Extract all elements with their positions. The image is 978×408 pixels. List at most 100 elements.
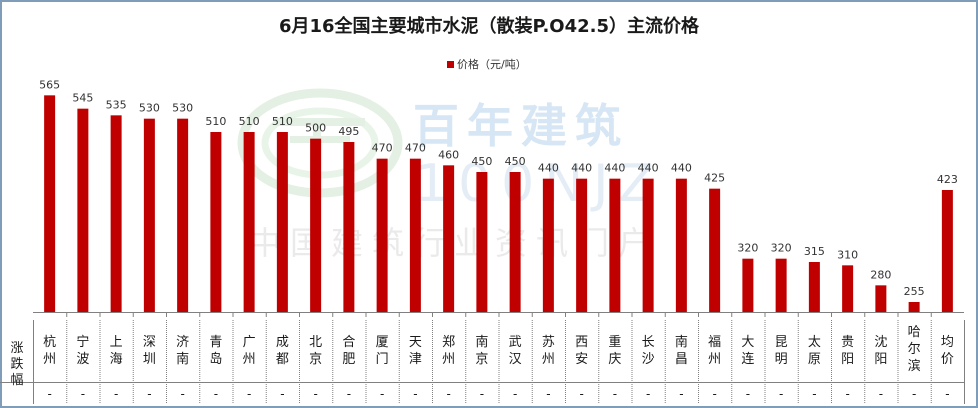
bar-太原 xyxy=(808,262,820,312)
x-tick-label: 青 xyxy=(209,335,222,350)
change-cell: - xyxy=(280,387,284,401)
x-tick-label: 杭 xyxy=(43,335,56,350)
data-label: 440 xyxy=(671,162,692,175)
x-tick-label: 波 xyxy=(76,352,89,367)
data-label: 460 xyxy=(438,148,459,161)
bar-上海 xyxy=(110,115,122,312)
bar-大连 xyxy=(742,258,754,312)
x-tick-label: 贵 xyxy=(841,335,854,350)
bar-武汉 xyxy=(509,172,521,312)
x-tick-label: 安 xyxy=(575,352,588,367)
x-tick-label: 庆 xyxy=(608,352,621,367)
x-tick-label: 哈 xyxy=(908,325,921,340)
x-tick-label: 北 xyxy=(309,335,322,350)
data-label: 530 xyxy=(172,102,193,115)
data-label: 470 xyxy=(405,142,426,155)
x-tick-label: 沙 xyxy=(642,352,655,367)
change-cell: - xyxy=(180,387,184,401)
change-cell: - xyxy=(646,387,650,401)
data-label: 440 xyxy=(538,162,559,175)
change-cell: - xyxy=(812,387,816,401)
table-row-label: 跌 xyxy=(10,356,23,372)
data-label: 535 xyxy=(106,98,127,111)
x-tick-label: 长 xyxy=(642,335,655,350)
data-label: 545 xyxy=(72,92,93,105)
change-cell: - xyxy=(480,387,484,401)
x-tick-label: 重 xyxy=(608,334,621,350)
change-cell: - xyxy=(579,387,583,401)
change-cell: - xyxy=(147,387,151,401)
bar-长沙 xyxy=(642,178,654,312)
change-cell: - xyxy=(413,387,417,401)
change-cell: - xyxy=(313,387,317,401)
bar-均价 xyxy=(941,190,953,312)
bar-南昌 xyxy=(675,178,687,312)
x-tick-label: 京 xyxy=(475,352,488,367)
change-cell: - xyxy=(81,387,85,401)
bar-青岛 xyxy=(210,132,222,312)
data-label: 320 xyxy=(737,242,758,255)
x-tick-label: 合 xyxy=(342,335,355,350)
bar-昆明 xyxy=(775,258,787,312)
change-cell: - xyxy=(879,387,883,401)
x-tick-label: 苏 xyxy=(542,334,555,350)
bar-西安 xyxy=(576,178,588,312)
x-tick-label: 津 xyxy=(409,352,422,367)
bar-杭州 xyxy=(44,95,56,312)
bar-天津 xyxy=(409,158,421,312)
data-label: 450 xyxy=(471,155,492,168)
data-label: 510 xyxy=(205,115,226,128)
x-tick-label: 滨 xyxy=(908,358,921,374)
x-tick-label: 州 xyxy=(542,352,555,367)
bar-宁波 xyxy=(77,108,89,313)
data-label: 495 xyxy=(338,125,359,138)
x-tick-label: 州 xyxy=(708,352,721,367)
x-tick-label: 福 xyxy=(708,335,721,350)
bar-广州 xyxy=(243,132,255,312)
data-label: 510 xyxy=(272,115,293,128)
data-label: 310 xyxy=(837,248,858,261)
bar-成都 xyxy=(276,132,288,312)
x-tick-label: 连 xyxy=(741,351,754,367)
x-tick-label: 原 xyxy=(808,352,821,367)
x-tick-label: 明 xyxy=(775,352,788,367)
x-tick-label: 宁 xyxy=(76,334,89,350)
x-tick-label: 太 xyxy=(808,335,821,350)
data-label: 530 xyxy=(139,102,160,115)
bar-南京 xyxy=(476,172,488,312)
x-tick-label: 济 xyxy=(176,335,189,350)
x-tick-label: 州 xyxy=(243,352,256,367)
data-label: 255 xyxy=(904,285,925,298)
x-tick-label: 沈 xyxy=(874,335,887,350)
bar-贵阳 xyxy=(842,265,854,312)
data-label: 500 xyxy=(305,122,326,135)
change-cell: - xyxy=(712,387,716,401)
bar-北京 xyxy=(310,138,322,312)
bar-沈阳 xyxy=(875,285,887,312)
chart-title: 6月16全国主要城市水泥（散装P.O42.5）主流价格 xyxy=(278,16,699,37)
change-cell: - xyxy=(546,387,550,401)
x-tick-label: 京 xyxy=(309,352,322,367)
change-cell: - xyxy=(247,387,251,401)
change-cell: - xyxy=(912,387,916,401)
change-cell: - xyxy=(347,387,351,401)
x-tick-label: 大 xyxy=(741,335,754,350)
x-tick-label: 南 xyxy=(675,334,688,350)
x-tick-label: 州 xyxy=(442,352,455,367)
change-cell: - xyxy=(114,387,118,401)
x-tick-label: 均 xyxy=(941,335,954,350)
legend-label: 价格（元/吨） xyxy=(457,58,527,71)
bar-郑州 xyxy=(443,165,455,312)
x-tick-label: 阳 xyxy=(841,352,854,367)
x-tick-label: 南 xyxy=(176,351,189,367)
data-label: 320 xyxy=(771,242,792,255)
x-tick-label: 都 xyxy=(276,352,289,367)
x-tick-label: 郑 xyxy=(442,335,455,350)
data-label: 423 xyxy=(937,173,958,186)
data-label: 440 xyxy=(638,162,659,175)
x-tick-label: 圳 xyxy=(143,352,156,367)
x-tick-label: 价 xyxy=(941,352,954,367)
data-label: 315 xyxy=(804,245,825,258)
data-label: 565 xyxy=(39,78,60,91)
